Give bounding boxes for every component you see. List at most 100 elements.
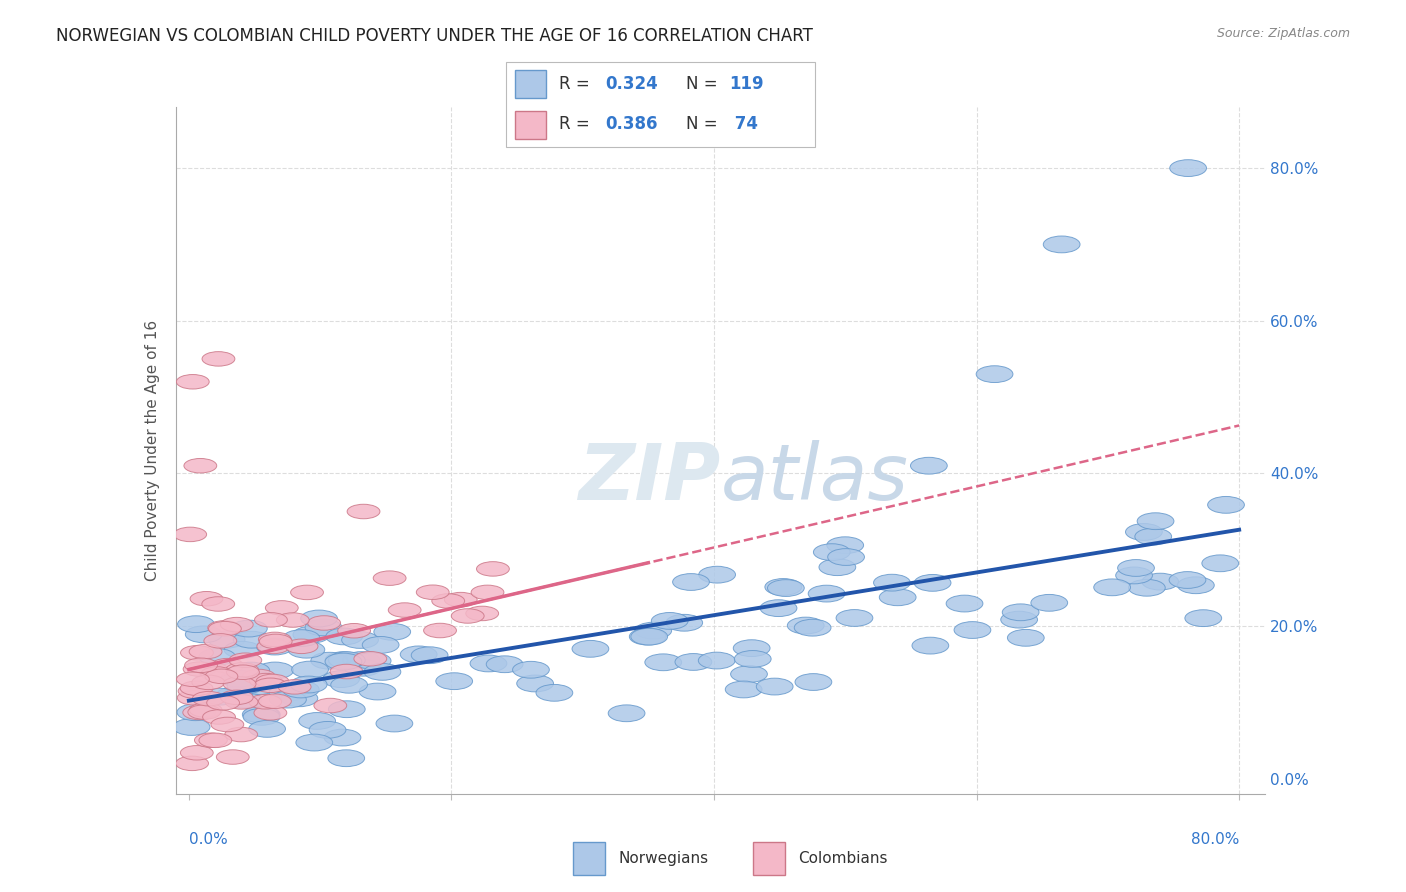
Ellipse shape [411, 647, 449, 664]
Ellipse shape [201, 666, 233, 681]
Ellipse shape [243, 706, 280, 723]
Ellipse shape [269, 684, 307, 701]
Ellipse shape [225, 727, 257, 742]
Ellipse shape [259, 694, 291, 708]
Ellipse shape [787, 617, 824, 634]
Ellipse shape [1008, 630, 1045, 646]
Ellipse shape [226, 665, 259, 680]
Ellipse shape [343, 652, 380, 668]
Ellipse shape [177, 615, 214, 632]
FancyBboxPatch shape [516, 111, 547, 139]
Ellipse shape [184, 658, 218, 673]
Ellipse shape [768, 580, 804, 597]
Ellipse shape [254, 706, 287, 720]
Ellipse shape [765, 579, 801, 595]
Ellipse shape [256, 674, 288, 689]
Ellipse shape [173, 719, 209, 735]
Ellipse shape [1094, 579, 1130, 596]
Ellipse shape [257, 662, 294, 679]
Text: atlas: atlas [721, 440, 908, 516]
Ellipse shape [183, 662, 217, 676]
Ellipse shape [177, 672, 209, 687]
Ellipse shape [465, 607, 499, 621]
Ellipse shape [190, 703, 222, 717]
Ellipse shape [330, 665, 363, 679]
Ellipse shape [374, 624, 411, 640]
Ellipse shape [1137, 513, 1174, 530]
Ellipse shape [1177, 577, 1215, 594]
Ellipse shape [254, 613, 287, 627]
Ellipse shape [233, 632, 270, 648]
Ellipse shape [451, 608, 484, 624]
Ellipse shape [364, 664, 401, 681]
Ellipse shape [666, 615, 703, 632]
Ellipse shape [278, 680, 311, 694]
Ellipse shape [375, 715, 413, 732]
Ellipse shape [177, 690, 209, 705]
Ellipse shape [1142, 574, 1178, 590]
Ellipse shape [344, 659, 381, 676]
Ellipse shape [794, 619, 831, 636]
Ellipse shape [814, 544, 851, 560]
Text: 80.0%: 80.0% [1191, 831, 1239, 847]
Text: NORWEGIAN VS COLOMBIAN CHILD POVERTY UNDER THE AGE OF 16 CORRELATION CHART: NORWEGIAN VS COLOMBIAN CHILD POVERTY UND… [56, 27, 813, 45]
Ellipse shape [240, 678, 278, 695]
Ellipse shape [225, 691, 262, 708]
Ellipse shape [194, 733, 228, 747]
Ellipse shape [955, 622, 991, 639]
Ellipse shape [233, 662, 270, 679]
Text: Norwegians: Norwegians [619, 851, 709, 866]
Ellipse shape [1170, 572, 1206, 589]
Text: 0.324: 0.324 [605, 75, 658, 93]
Ellipse shape [325, 652, 361, 668]
Ellipse shape [323, 671, 360, 688]
Ellipse shape [180, 646, 214, 660]
Ellipse shape [636, 623, 672, 639]
Ellipse shape [180, 681, 214, 696]
Ellipse shape [329, 701, 366, 717]
Text: 0.386: 0.386 [605, 115, 658, 133]
Ellipse shape [174, 527, 207, 541]
Ellipse shape [517, 675, 554, 692]
Ellipse shape [191, 675, 225, 690]
Ellipse shape [630, 628, 666, 645]
Ellipse shape [180, 746, 214, 760]
Ellipse shape [1170, 160, 1206, 177]
Ellipse shape [416, 585, 449, 599]
Ellipse shape [477, 562, 509, 576]
Text: Source: ZipAtlas.com: Source: ZipAtlas.com [1216, 27, 1350, 40]
Ellipse shape [285, 639, 318, 654]
Ellipse shape [486, 656, 523, 673]
Ellipse shape [226, 663, 259, 677]
Ellipse shape [298, 713, 336, 730]
Ellipse shape [911, 458, 948, 475]
Ellipse shape [217, 750, 249, 764]
Ellipse shape [183, 706, 215, 720]
Ellipse shape [347, 504, 380, 519]
Text: ZIP: ZIP [578, 440, 721, 516]
Text: R =: R = [558, 75, 595, 93]
Ellipse shape [249, 721, 285, 738]
Ellipse shape [513, 661, 550, 678]
Ellipse shape [211, 717, 243, 731]
Ellipse shape [572, 640, 609, 657]
Ellipse shape [211, 658, 243, 673]
Ellipse shape [837, 609, 873, 626]
Ellipse shape [976, 366, 1012, 383]
Ellipse shape [292, 626, 330, 643]
Ellipse shape [672, 574, 710, 591]
Ellipse shape [198, 648, 236, 665]
Ellipse shape [401, 646, 437, 663]
Ellipse shape [471, 585, 503, 599]
Ellipse shape [436, 673, 472, 690]
Ellipse shape [308, 615, 340, 631]
Ellipse shape [359, 683, 396, 700]
Ellipse shape [912, 637, 949, 654]
Ellipse shape [179, 684, 211, 698]
Ellipse shape [444, 592, 477, 607]
Ellipse shape [221, 671, 257, 687]
Ellipse shape [363, 637, 399, 653]
Ellipse shape [1126, 524, 1163, 541]
Ellipse shape [270, 691, 307, 708]
Ellipse shape [1002, 604, 1039, 621]
